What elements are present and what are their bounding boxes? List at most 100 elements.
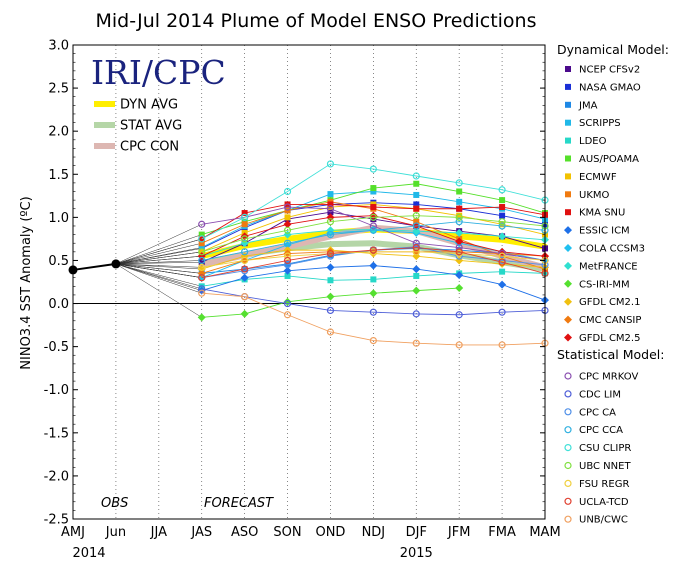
fan-line-gfdl-cm2-1 <box>115 263 202 270</box>
point-cpc-mrkov-son <box>283 203 292 211</box>
point-essic-icm-ndj <box>369 261 378 270</box>
x-tick-label-ndj: NDJ <box>362 525 386 540</box>
point-cdc-lim-djf <box>412 310 420 318</box>
point-ucla-tcd-jfm <box>455 248 463 256</box>
legend-marker-ecmwf <box>565 173 571 180</box>
point-ldeo-son <box>284 272 291 279</box>
legend-marker-essic-icm <box>564 226 572 235</box>
point-unb-cwc-ond <box>326 328 335 336</box>
series-essic-icm <box>197 261 549 305</box>
series-line-csu-clipr <box>201 163 546 240</box>
point-cpc-cca-aso <box>241 248 249 256</box>
point-cpc-cca-ond <box>326 231 335 239</box>
legend-marker-jma <box>565 101 571 108</box>
point-gfdl-cm2-5-son <box>283 220 292 229</box>
point-gfdl-cm2-5-jfm <box>455 237 464 246</box>
legend-label-scripps: SCRIPPS <box>579 118 621 129</box>
point-cs-iri-mm-jfm <box>455 284 464 293</box>
legend-marker-cs-iri-mm <box>564 279 572 288</box>
legend-label-fsu-regr: FSU REGR <box>579 479 629 490</box>
point-aus-poama-jas <box>198 231 205 238</box>
x-tick-label-jun: Jun <box>105 525 126 540</box>
legend-marker-kma-snu <box>565 209 571 216</box>
point-fsu-regr-son <box>283 252 292 260</box>
legend-marker-aus-poama <box>565 155 571 162</box>
point-essic-icm-son <box>283 266 292 275</box>
legend-label-cola-ccsm3: COLA CCSM3 <box>579 244 645 255</box>
legend-label-ecmwf: ECMWF <box>579 172 617 183</box>
point-kma-snu-djf <box>413 205 420 212</box>
point-csu-clipr-ndj <box>369 165 377 173</box>
point-cpc-cca-jas <box>198 256 206 265</box>
point-scripps-jas <box>198 244 205 251</box>
x-tick-label-aso: ASO <box>231 525 258 540</box>
legend-marker-cpc-ca <box>564 408 572 416</box>
y-tick-label: -1.0 <box>44 383 69 398</box>
x-tick-label-amj: AMJ <box>61 525 85 540</box>
forecast-label: FORECAST <box>204 496 274 511</box>
point-kma-snu-aso <box>241 210 248 217</box>
legend-marker-cpc-cca <box>564 426 572 434</box>
legend-label-dyn-avg: DYN AVG <box>120 98 178 113</box>
point-unb-cwc-jfm <box>455 341 463 349</box>
legend-marker-cola-ccsm3 <box>564 244 572 252</box>
point-ukmo-aso <box>241 221 248 228</box>
point-cpc-cca-fma <box>498 222 506 230</box>
point-metfrance-djf <box>412 227 421 236</box>
point-scripps-ond <box>327 191 334 198</box>
point-cdc-lim-ndj <box>369 308 377 316</box>
point-aus-poama-djf <box>413 180 420 187</box>
point-ubc-nnet-ond <box>326 218 335 226</box>
legend-label-essic-icm: ESSIC ICM <box>579 226 630 237</box>
series-line-cpc-mrkov <box>201 206 546 261</box>
y-tick-label: 1.5 <box>48 168 69 183</box>
point-ldeo-djf <box>413 272 420 279</box>
point-ubc-nnet-jas <box>198 248 206 256</box>
legend-label-cs-iri-mm: CS-IRI-MM <box>579 279 630 290</box>
point-csu-clipr-fma <box>498 186 506 194</box>
point-unb-cwc-son <box>283 311 292 319</box>
point-cs-iri-mm-jas <box>197 313 206 322</box>
legend-label-csu-clipr: CSU CLIPR <box>579 443 631 454</box>
fan-line-fsu-regr <box>115 263 202 268</box>
legend-label-cmc-cansip: CMC CANSIP <box>579 315 641 326</box>
year-label-2014: 2014 <box>72 546 105 561</box>
point-ucla-tcd-fma <box>498 258 506 266</box>
observed-series <box>68 259 121 275</box>
observed-point-jun <box>111 259 121 269</box>
point-ldeo-fma <box>499 268 506 275</box>
point-unb-cwc-fma <box>498 341 506 349</box>
point-ubc-nnet-jfm <box>455 213 463 221</box>
point-ucla-tcd-ond <box>326 249 335 258</box>
point-ubc-nnet-ndj <box>369 213 377 221</box>
legend-marker-gfdl-cm2-5 <box>564 333 572 342</box>
point-ucla-tcd-djf <box>412 243 420 252</box>
y-tick-label: 0.5 <box>48 254 69 269</box>
point-cdc-lim-fma <box>498 308 506 316</box>
series-line-unb-cwc <box>201 292 546 346</box>
point-ecmwf-jfm <box>456 212 463 219</box>
point-cdc-lim-ond <box>326 306 335 315</box>
x-tick-label-ond: OND <box>315 525 345 540</box>
fan-line-gfdl-cm2-5 <box>115 255 202 265</box>
legend-marker-ubc-nnet <box>564 461 572 470</box>
series-ubc-nnet <box>198 212 549 256</box>
model-series <box>197 160 549 349</box>
legend-label-cpc-cca: CPC CCA <box>579 425 623 436</box>
point-ubc-nnet-fma <box>498 218 506 226</box>
series-ldeo <box>198 268 548 290</box>
point-scripps-jfm <box>456 198 463 205</box>
point-ucla-tcd-jas <box>198 274 206 282</box>
legend-marker-unb-cwc <box>564 515 572 523</box>
x-tick-label-fma: FMA <box>488 525 516 540</box>
y-tick-label: 1.0 <box>48 211 69 226</box>
y-tick-label: -0.5 <box>44 340 69 355</box>
point-kma-snu-fma <box>499 204 506 211</box>
chart-title: Mid-Jul 2014 Plume of Model ENSO Predict… <box>95 10 536 32</box>
point-cdc-lim-jas <box>198 285 206 293</box>
point-essic-icm-aso <box>240 273 249 282</box>
y-tick-label: 0.0 <box>48 297 69 312</box>
legend-label-gfdl-cm2-1: GFDL CM2.1 <box>579 297 640 308</box>
point-csu-clipr-aso <box>241 213 249 221</box>
point-ubc-nnet-djf <box>412 212 420 220</box>
